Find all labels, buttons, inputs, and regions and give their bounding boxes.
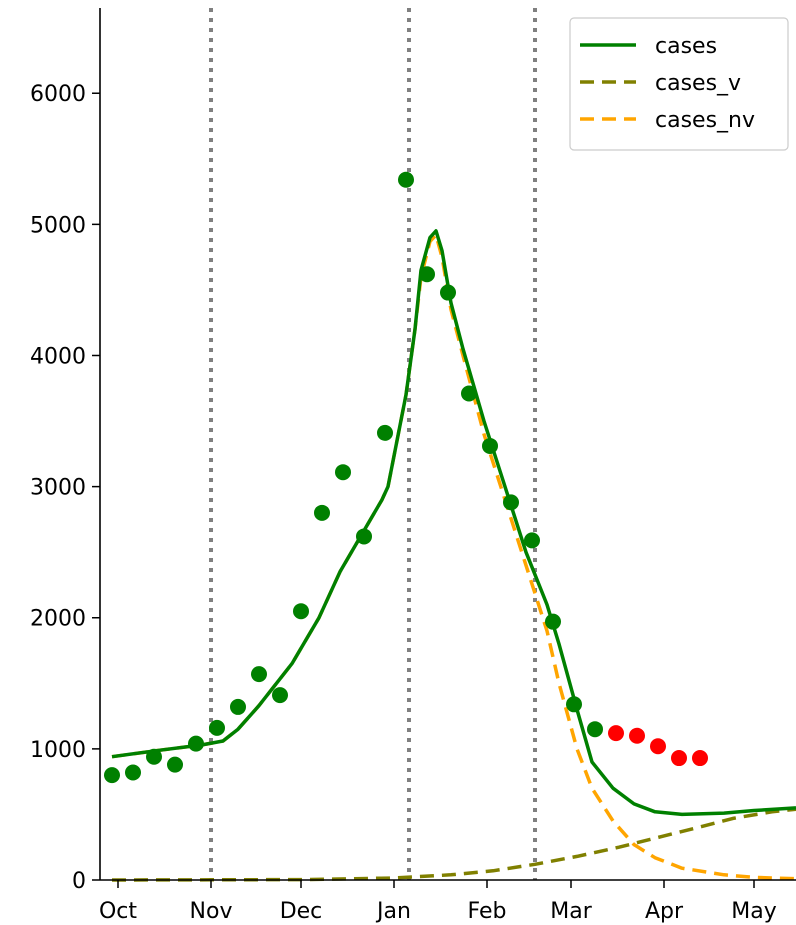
observed-point [482,437,498,454]
observed-point [104,767,120,784]
observed-point [167,756,183,773]
observed-point [545,613,561,630]
legend: cases cases_v cases_nv [569,17,789,151]
observed-point [440,284,456,301]
observed-point [503,494,519,511]
x-tick-label: Jan [375,899,411,924]
observed-point [272,687,288,704]
y-tick-label: 0 [72,869,86,894]
series-line-cases [111,229,796,817]
y-tick-label: 4000 [30,344,86,369]
legend-box [569,17,789,151]
legend-label: cases_nv [655,108,755,133]
observed-point [461,385,477,402]
y-axis-ticks: 0 1000 2000 3000 4000 5000 6000 [30,82,100,894]
forecast-point [608,725,624,742]
y-tick-label: 3000 [30,476,86,501]
legend-label: cases [655,34,717,59]
x-tick-label: Apr [645,899,684,924]
observed-point [566,696,582,713]
observed-point [230,698,246,715]
x-tick-label: May [731,899,776,924]
y-tick-label: 1000 [30,738,86,763]
y-tick-label: 2000 [30,607,86,632]
observed-point [524,532,540,549]
x-axis-ticks: Oct Nov Dec Jan Feb Mar Apr May [99,880,777,924]
observed-point [377,424,393,441]
forecast-point [692,750,708,767]
forecast-point [629,727,645,744]
forecast-point [671,750,687,767]
observed-point [314,504,330,521]
observed-point [335,464,351,481]
observed-point [419,266,435,283]
plot-area [104,171,796,882]
forecast-point [650,738,666,755]
x-tick-label: Mar [550,899,592,924]
series-line-cases-nv [111,233,796,881]
observed-point [125,764,141,781]
observed-point [398,171,414,188]
x-tick-label: Feb [468,899,507,924]
observed-point [356,528,372,545]
x-tick-label: Nov [190,899,233,924]
observed-point [146,748,162,765]
observed-point [587,721,603,738]
x-tick-label: Oct [99,899,137,924]
observed-point [293,603,309,620]
y-tick-label: 5000 [30,213,86,238]
x-tick-label: Dec [280,899,323,924]
legend-label: cases_v [655,71,741,96]
series-line-cases-v [111,807,796,882]
y-tick-label: 6000 [30,82,86,107]
axes [99,8,796,881]
observed-point [209,719,225,736]
observed-point [188,735,204,752]
observed-point [251,666,267,683]
